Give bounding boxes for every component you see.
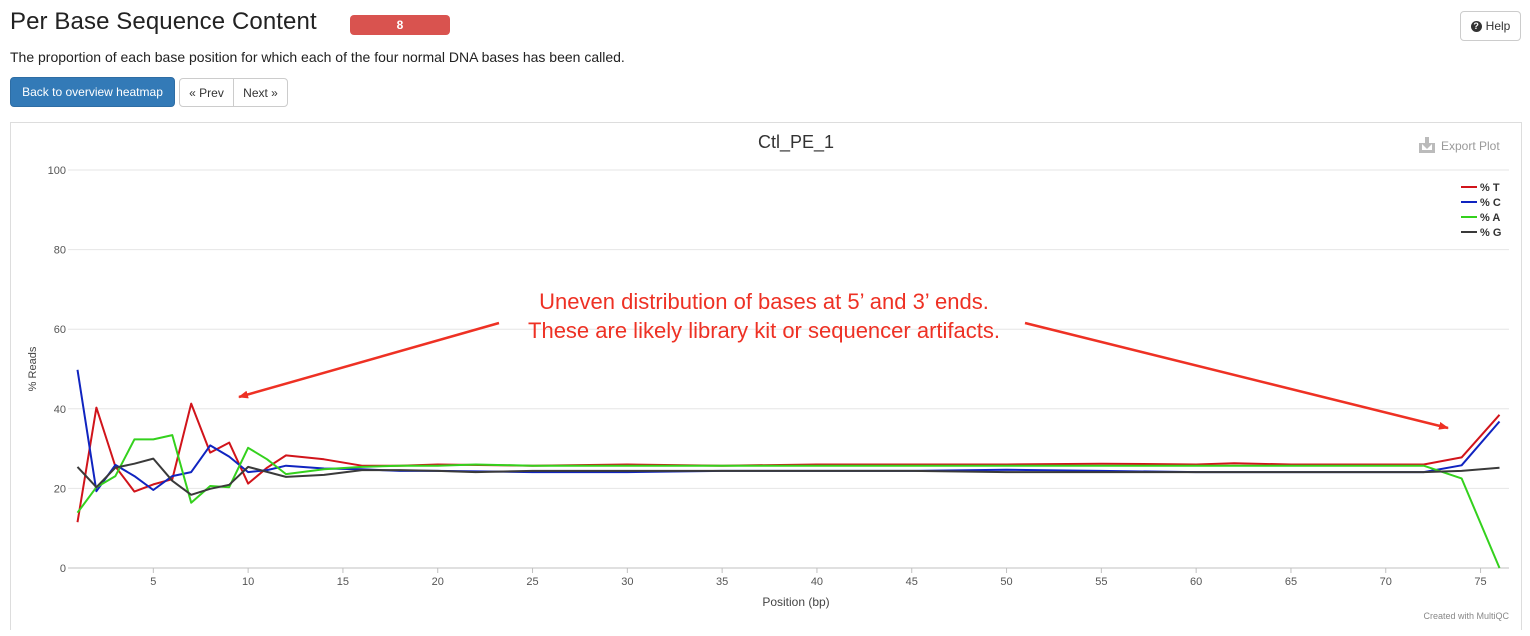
chart-legend: % T % C % A % G [1461,182,1501,239]
x-tick-label: 65 [1285,576,1297,588]
x-tick-label: 35 [716,576,728,588]
x-tick-label: 45 [906,576,918,588]
x-axis-label: Position (bp) [762,595,829,609]
legend-item[interactable]: % G [1480,227,1501,239]
annotation-arrow-left [238,321,500,399]
x-tick-label: 20 [432,576,444,588]
x-tick-label: 30 [621,576,633,588]
annotation-text: Uneven distribution of bases at 5’ and 3… [464,287,1064,345]
series-lines [76,369,1501,569]
chart-title: Ctl_PE_1 [758,132,834,153]
line-chart: 0 20 40 60 80 100 5 10 15 20 25 30 35 40 45 50 55 60 65 70… [27,132,1509,621]
legend-item[interactable]: % A [1480,212,1500,224]
back-to-overview-button[interactable]: Back to overview heatmap [10,77,175,107]
x-axis-ticks: 5 10 15 20 25 30 35 40 45 50 55 60 65 70 75 [150,568,1487,588]
y-tick-label: 60 [54,324,66,336]
question-circle-icon: ? [1470,20,1482,32]
x-tick-label: 50 [1000,576,1012,588]
x-tick-label: 10 [242,576,254,588]
y-tick-label: 40 [54,404,66,416]
export-plot-label: Export Plot [1441,139,1500,153]
legend-item[interactable]: % T [1480,182,1500,194]
export-plot-button[interactable]: Export Plot [1419,137,1500,153]
annotation-line-1: Uneven distribution of bases at 5’ and 3… [539,289,989,314]
next-button[interactable]: Next » [233,78,288,107]
x-tick-label: 75 [1474,576,1486,588]
x-tick-label: 15 [337,576,349,588]
x-tick-label: 40 [811,576,823,588]
plot-container: 0 20 40 60 80 100 5 10 15 20 25 30 35 40 45 50 55 60 65 70… [10,122,1522,630]
credit-text: Created with MultiQC [1423,611,1509,621]
x-tick-label: 60 [1190,576,1202,588]
y-tick-label: 80 [54,245,66,257]
pagination-group: « Prev Next » [179,78,288,107]
series-line-t [76,402,1501,523]
page-title: Per Base Sequence Content [10,8,317,35]
help-button-label: Help [1485,19,1511,33]
help-button[interactable]: ? Help [1460,11,1521,41]
legend-item[interactable]: % C [1480,197,1501,209]
x-tick-label: 70 [1380,576,1392,588]
prev-button[interactable]: « Prev [179,78,234,107]
x-tick-label: 55 [1095,576,1107,588]
y-tick-label: 20 [54,483,66,495]
y-tick-label: 100 [48,165,66,177]
y-axis-ticks: 0 20 40 60 80 100 [48,165,66,575]
download-icon [1419,137,1435,153]
series-line-a [76,434,1501,569]
section-description: The proportion of each base position for… [10,49,625,65]
y-axis-label: % Reads [27,346,39,391]
annotation-line-2: These are likely library kit or sequence… [528,318,1000,343]
status-badge: 8 [350,15,450,35]
x-tick-label: 25 [526,576,538,588]
grid-lines [68,169,1509,489]
y-tick-label: 0 [60,563,66,575]
annotation-arrow-right [1024,321,1449,430]
x-tick-label: 5 [150,576,156,588]
series-line-g [76,457,1500,496]
